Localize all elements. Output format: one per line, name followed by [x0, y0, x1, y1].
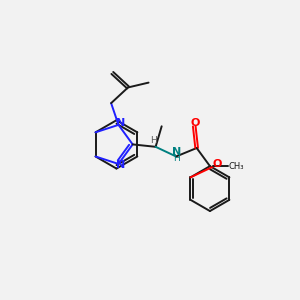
Text: CH₃: CH₃ [228, 162, 244, 171]
Text: N: N [116, 118, 125, 128]
Text: N: N [172, 147, 182, 157]
Text: N: N [116, 160, 125, 170]
Text: H: H [173, 154, 180, 163]
Text: O: O [190, 118, 200, 128]
Text: H: H [150, 136, 157, 145]
Text: O: O [212, 159, 222, 169]
